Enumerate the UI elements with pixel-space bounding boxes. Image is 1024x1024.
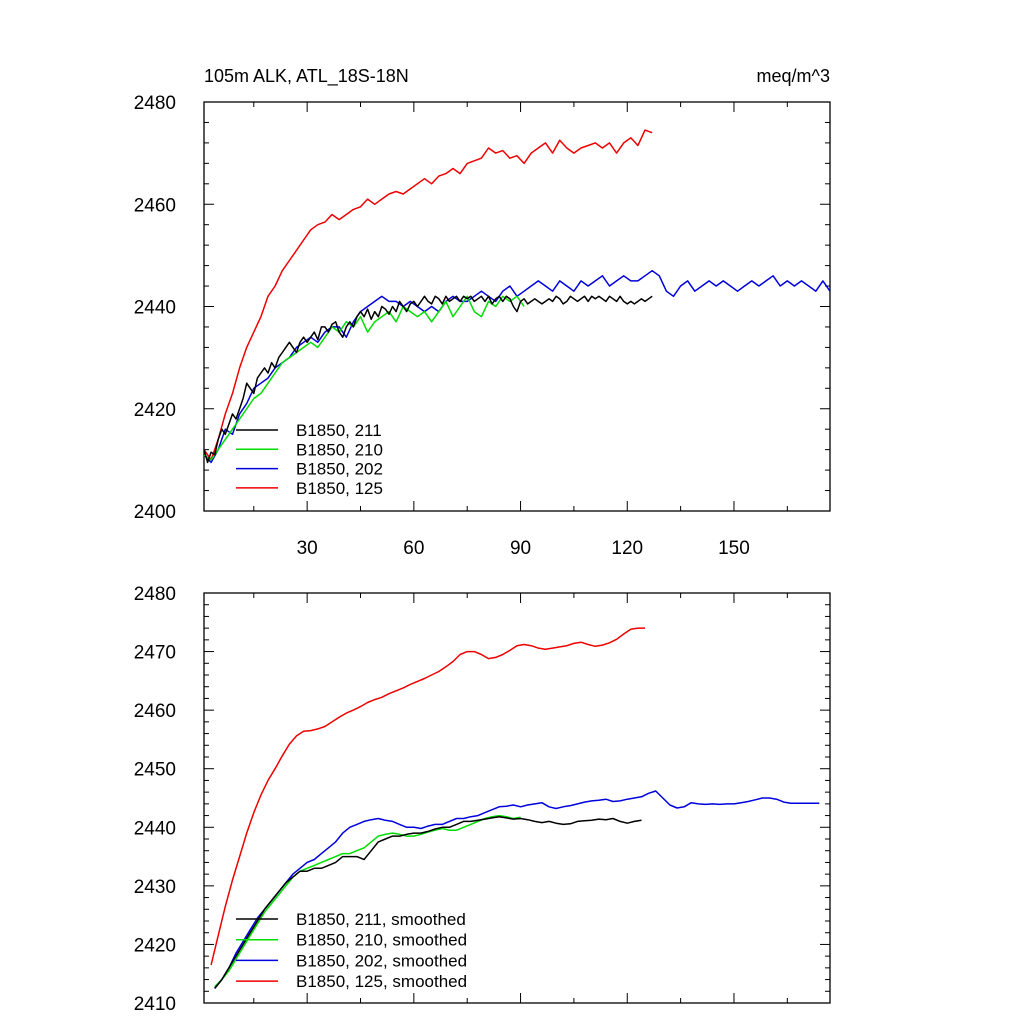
series-line <box>204 129 653 461</box>
legend-label: B1850, 202 <box>296 460 383 479</box>
y-tick-label: 2420 <box>134 935 176 956</box>
series-line <box>214 790 820 989</box>
legend-label: B1850, 210 <box>296 440 383 459</box>
y-tick-label: 2450 <box>134 760 176 781</box>
series-line <box>204 295 525 461</box>
x-tick-label: 90 <box>510 538 531 559</box>
y-tick-label: 2440 <box>134 298 176 319</box>
bottom-panel-smoothed: 2410 2420 2430 2440 2450 2460 2470 2480 B1850, 2… <box>134 584 831 1015</box>
y-tick-label: 2460 <box>134 701 176 722</box>
y-tick-label: 2430 <box>134 877 176 898</box>
series-line <box>210 627 645 966</box>
plot-frame <box>203 592 831 1004</box>
y-tick-label: 2460 <box>134 195 176 216</box>
legend-label: B1850, 125 <box>296 479 383 498</box>
units-label: meq/m^3 <box>757 66 830 86</box>
legend-label: B1850, 211 <box>296 421 382 440</box>
x-tick-label: 150 <box>718 538 750 559</box>
series-line <box>204 295 653 464</box>
legend-label: B1850, 125, smoothed <box>296 972 467 991</box>
y-tick-label: 2410 <box>134 994 176 1015</box>
x-tick-label: 120 <box>611 538 643 559</box>
x-tick-label: 60 <box>403 538 424 559</box>
legend-label: B1850, 211, smoothed <box>296 910 466 929</box>
series-line <box>214 814 521 988</box>
legend-label: B1850, 202, smoothed <box>296 951 467 970</box>
y-tick-label: 2420 <box>134 400 176 421</box>
y-tick-label: 2480 <box>134 93 176 114</box>
y-tick-label: 2400 <box>134 502 176 523</box>
y-tick-label: 2470 <box>134 643 176 664</box>
x-tick-label: 30 <box>297 538 318 559</box>
y-tick-label: 2480 <box>134 584 176 605</box>
y-tick-label: 2440 <box>134 818 176 839</box>
series-line <box>214 815 642 989</box>
plot-title: 105m ALK, ATL_18S-18N <box>204 66 409 87</box>
top-panel-raw: 30 60 90 120 150 2400 2420 2440 2460 2480 B1850, 2… <box>134 93 831 559</box>
legend-label: B1850, 210, smoothed <box>296 931 467 950</box>
